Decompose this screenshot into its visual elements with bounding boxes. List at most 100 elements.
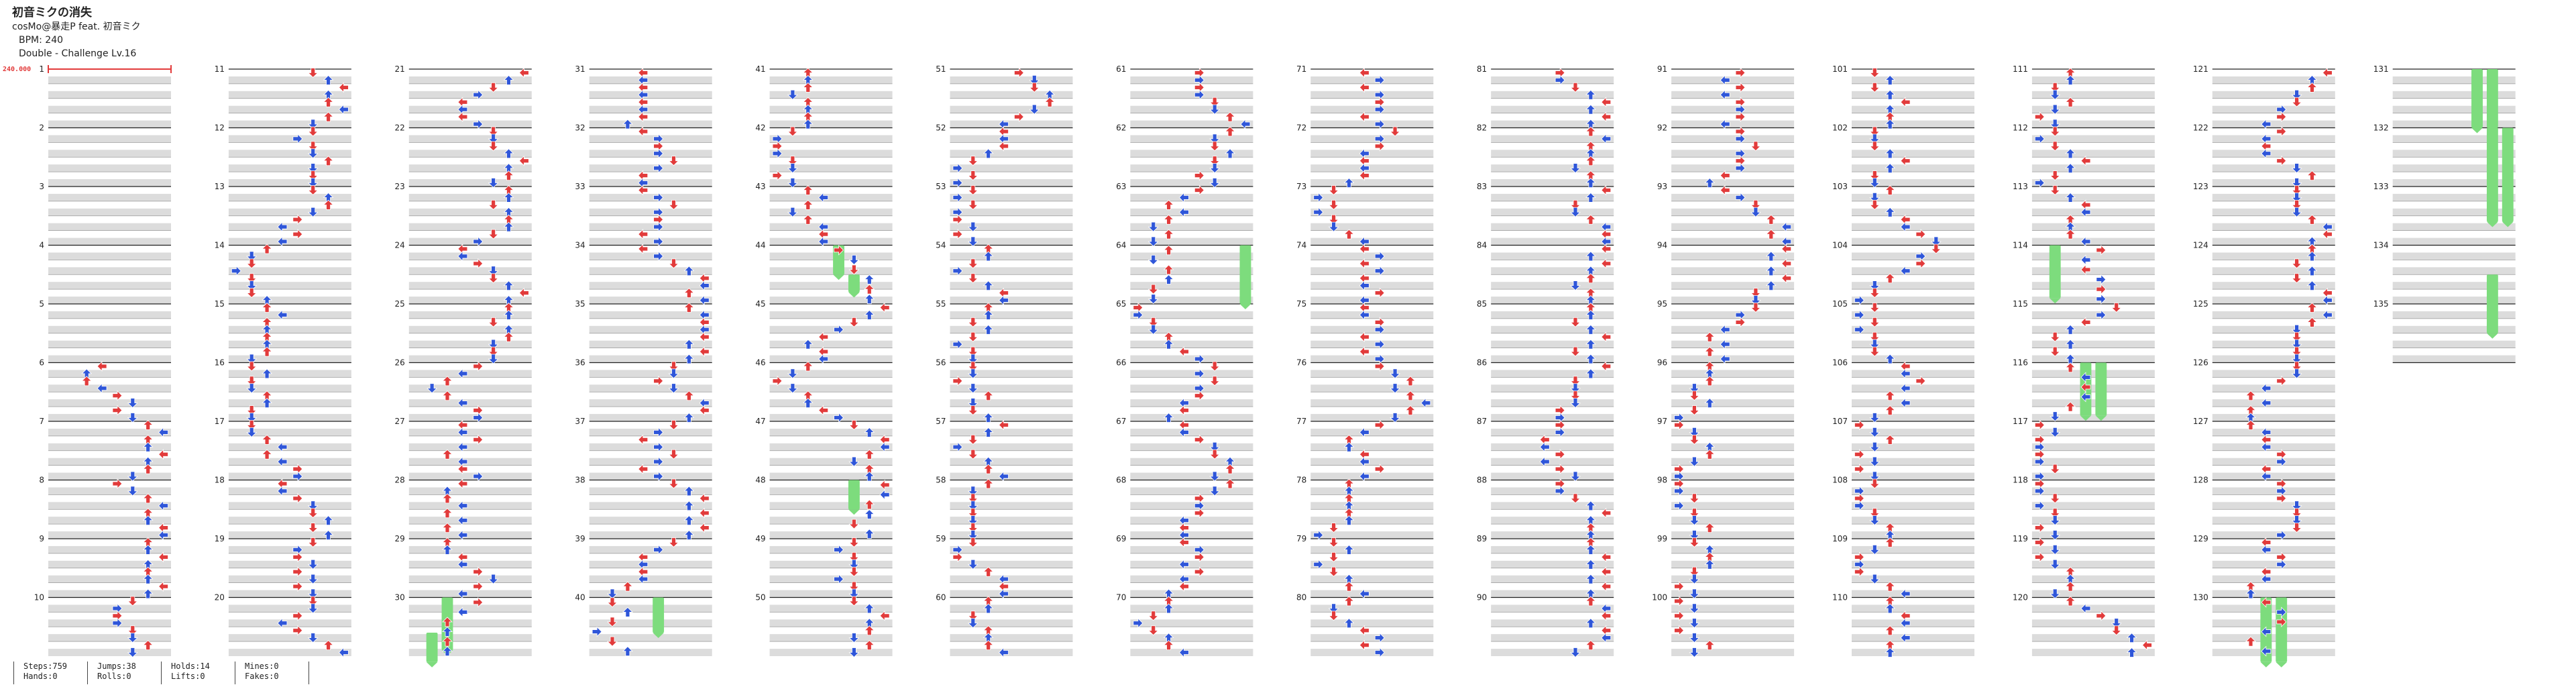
arrow-note: [488, 354, 499, 364]
arrow-note: [1885, 207, 1896, 217]
beat-stripe: [48, 325, 171, 333]
beat-stripe: [589, 135, 712, 143]
measure-number: 52: [936, 123, 946, 133]
arrow-note: [1585, 559, 1596, 570]
arrow-note: [653, 148, 664, 159]
beat-stripe: [408, 531, 532, 539]
beat-stripe: [1130, 590, 1253, 598]
arrow-note: [1585, 104, 1596, 115]
song-bpm: BPM: 240: [19, 35, 64, 46]
arrow-note: [2291, 193, 2302, 203]
arrow-note: [2322, 229, 2333, 240]
arrow-note: [503, 331, 514, 342]
hold-body: [2049, 245, 2061, 299]
arrow-note: [1359, 244, 1369, 254]
arrow-note: [488, 178, 499, 189]
hold-notes: [426, 69, 2514, 668]
arrow-note: [1163, 640, 1174, 650]
arrow-note: [967, 317, 978, 327]
measure-132: 132: [2373, 123, 2516, 187]
beat-stripe: [228, 76, 351, 84]
measure-number: 127: [2193, 417, 2208, 426]
beat-stripe: [408, 575, 532, 583]
arrow-note: [1781, 272, 1792, 284]
arrow-note: [457, 515, 468, 526]
measure-number: 123: [2193, 182, 2208, 191]
arrow-note: [1885, 625, 1896, 636]
measure-77: 77: [1296, 417, 1434, 480]
arrow-note: [1689, 456, 1700, 467]
beat-stripe: [589, 649, 712, 656]
arrow-note: [1750, 207, 1761, 217]
arrow-note: [1178, 647, 1189, 658]
arrow-note: [1674, 419, 1685, 431]
arrow-note: [2261, 471, 2272, 482]
hold-note: [426, 633, 438, 668]
arrow-note: [1689, 493, 1700, 504]
beat-stripe: [1130, 150, 1253, 158]
arrow-note: [488, 229, 499, 240]
arrow-note: [427, 383, 438, 394]
beat-stripe: [1671, 443, 1795, 451]
arrow-note: [1209, 97, 1221, 107]
arrow-note: [1029, 75, 1040, 85]
arrow-note: [2080, 317, 2091, 328]
beat-stripe: [228, 193, 351, 201]
arrow-note: [1869, 545, 1881, 555]
beat-stripe: [950, 282, 1073, 290]
beat-stripe: [1130, 414, 1253, 421]
beat-stripe: [2212, 340, 2335, 348]
arrow-note: [787, 383, 798, 394]
arrow-note: [1689, 383, 1700, 394]
measure-94: 94: [1657, 241, 1795, 304]
arrow-note: [1900, 632, 1911, 643]
beat-stripe: [1671, 193, 1795, 201]
stats-col-jumps: Jumps:38 Rolls:0: [87, 662, 171, 684]
arrow-note: [787, 126, 798, 137]
beat-stripe: [2031, 590, 2155, 598]
arrow-note: [1570, 207, 1581, 217]
arrow-note: [1163, 245, 1174, 256]
arrow-note: [1869, 82, 1881, 93]
beat-stripe: [1310, 311, 1434, 319]
beat-stripe: [48, 237, 171, 246]
measure-number: 72: [1296, 123, 1306, 133]
arrow-note: [277, 221, 288, 233]
arrow-note: [1601, 133, 1612, 144]
arrow-note: [653, 236, 664, 247]
arrow-note: [1765, 229, 1777, 240]
song-title: 初音ミクの消失: [12, 6, 92, 19]
beat-stripe: [2212, 414, 2335, 421]
arrow-note: [1209, 134, 1221, 144]
measure-38: 38: [575, 476, 712, 539]
arrow-note: [967, 368, 978, 379]
hold-tail: [2095, 415, 2107, 421]
measure-number: 110: [1832, 593, 1848, 602]
arrow-note: [1359, 471, 1369, 482]
arrow-note: [1539, 441, 1550, 453]
measure-number: 61: [1116, 64, 1126, 74]
beat-stripe: [589, 325, 712, 333]
beat-stripe: [228, 105, 351, 113]
arrow-note: [1374, 339, 1385, 350]
arrow-note: [683, 302, 695, 313]
arrow-note: [1720, 184, 1730, 196]
arrow-note: [983, 603, 994, 614]
measure-number: 112: [2013, 123, 2028, 133]
arrow-note: [1585, 251, 1596, 262]
arrow-note: [802, 119, 814, 129]
beat-stripe: [1852, 208, 1974, 216]
measure-74: 74: [1296, 241, 1434, 304]
arrow-note: [1735, 317, 1746, 328]
beat-stripe: [2031, 208, 2155, 216]
beat-stripe: [589, 223, 712, 231]
arrow-note: [1359, 309, 1369, 321]
beat-stripe: [1491, 458, 1614, 466]
beat-stripe: [1671, 384, 1795, 392]
beat-stripe: [2031, 311, 2155, 319]
arrow-note: [473, 361, 484, 372]
beat-stripe: [408, 428, 532, 436]
arrow-note: [246, 258, 258, 269]
arrow-note: [142, 640, 154, 650]
beat-stripe: [2031, 370, 2155, 378]
